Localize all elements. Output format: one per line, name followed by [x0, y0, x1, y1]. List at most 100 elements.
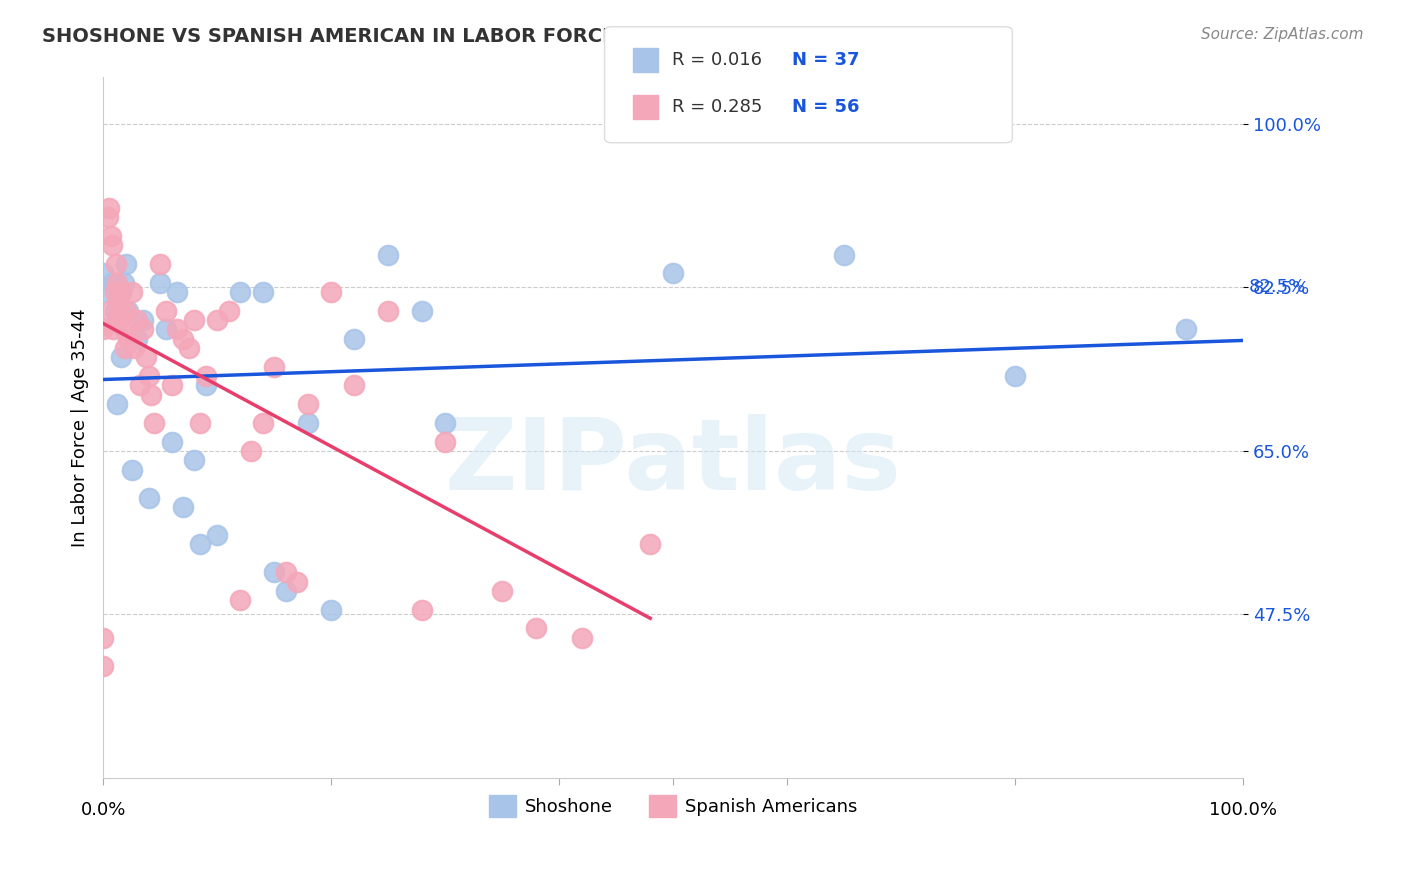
Point [115, 303, 138, 318]
Point [110, 285, 132, 300]
Point [1175, 322, 1198, 336]
Point [91, 322, 114, 336]
Point [319, 285, 342, 300]
Point [434, 434, 457, 449]
Point [138, 491, 160, 505]
Point [107, 294, 129, 309]
Point [274, 565, 297, 579]
Point [91, 631, 114, 645]
Point [188, 416, 211, 430]
Point [108, 313, 131, 327]
Point [127, 332, 149, 346]
Point [377, 248, 399, 262]
Point [105, 397, 128, 411]
Point [166, 322, 188, 336]
Point [122, 341, 145, 355]
Point [132, 313, 155, 327]
Point [135, 351, 157, 365]
Point [297, 416, 319, 430]
Text: R = 0.285: R = 0.285 [672, 98, 773, 116]
Point [240, 443, 263, 458]
Point [411, 303, 433, 318]
Point [638, 537, 661, 551]
Point [149, 276, 172, 290]
Point [138, 369, 160, 384]
Point [110, 285, 132, 300]
Point [285, 574, 308, 589]
Point [149, 257, 172, 271]
Text: ZIPatlas: ZIPatlas [444, 414, 901, 511]
Text: SHOSHONE VS SPANISH AMERICAN IN LABOR FORCE | AGE 35-44 CORRELATION CHART: SHOSHONE VS SPANISH AMERICAN IN LABOR FO… [42, 27, 990, 46]
Point [114, 341, 136, 355]
Point [155, 322, 177, 336]
Point [155, 303, 177, 318]
Point [101, 238, 124, 252]
Text: 0.0%: 0.0% [80, 801, 125, 819]
Point [117, 303, 139, 318]
Point [1004, 369, 1026, 384]
Point [188, 537, 211, 551]
Point [117, 332, 139, 346]
Point [103, 303, 125, 318]
Point [143, 416, 166, 430]
Point [218, 303, 240, 318]
Point [263, 565, 285, 579]
Point [832, 248, 855, 262]
Point [91, 658, 114, 673]
Point [110, 351, 132, 365]
Point [97, 211, 120, 225]
Point [177, 341, 200, 355]
Point [194, 369, 217, 384]
Point [110, 303, 132, 318]
Point [274, 583, 297, 598]
Point [132, 322, 155, 336]
Point [252, 285, 274, 300]
Point [103, 285, 125, 300]
Point [183, 453, 205, 467]
Point [229, 285, 252, 300]
Point [139, 388, 162, 402]
Legend: Shoshone, Spanish Americans: Shoshone, Spanish Americans [481, 788, 865, 824]
Text: N = 37: N = 37 [792, 51, 859, 69]
Point [491, 583, 513, 598]
Point [98, 303, 121, 318]
Point [172, 332, 194, 346]
Point [524, 621, 547, 635]
Point [112, 322, 135, 336]
Y-axis label: In Labor Force | Age 35-44: In Labor Force | Age 35-44 [72, 309, 89, 547]
Point [434, 416, 457, 430]
Point [297, 397, 319, 411]
Point [377, 303, 399, 318]
Point [411, 602, 433, 616]
Text: Source: ZipAtlas.com: Source: ZipAtlas.com [1201, 27, 1364, 42]
Point [105, 276, 128, 290]
Point [229, 593, 252, 607]
Point [172, 500, 194, 514]
Point [205, 313, 228, 327]
Point [183, 313, 205, 327]
Point [252, 416, 274, 430]
Point [160, 378, 183, 392]
Point [121, 462, 143, 476]
Point [319, 602, 342, 616]
Point [104, 257, 127, 271]
Point [121, 285, 143, 300]
Point [343, 332, 366, 346]
Point [166, 285, 188, 300]
Point [128, 378, 150, 392]
Point [263, 359, 285, 374]
Point [91, 285, 114, 300]
Text: R = 0.016: R = 0.016 [672, 51, 773, 69]
Point [103, 322, 125, 336]
Point [662, 267, 685, 281]
Text: 82.5%: 82.5% [1249, 278, 1306, 296]
Text: 100.0%: 100.0% [1209, 801, 1277, 819]
Point [100, 229, 122, 244]
Point [112, 276, 135, 290]
Point [127, 313, 149, 327]
Point [160, 434, 183, 449]
Point [115, 257, 138, 271]
Text: N = 56: N = 56 [792, 98, 859, 116]
Point [194, 378, 217, 392]
Point [343, 378, 366, 392]
